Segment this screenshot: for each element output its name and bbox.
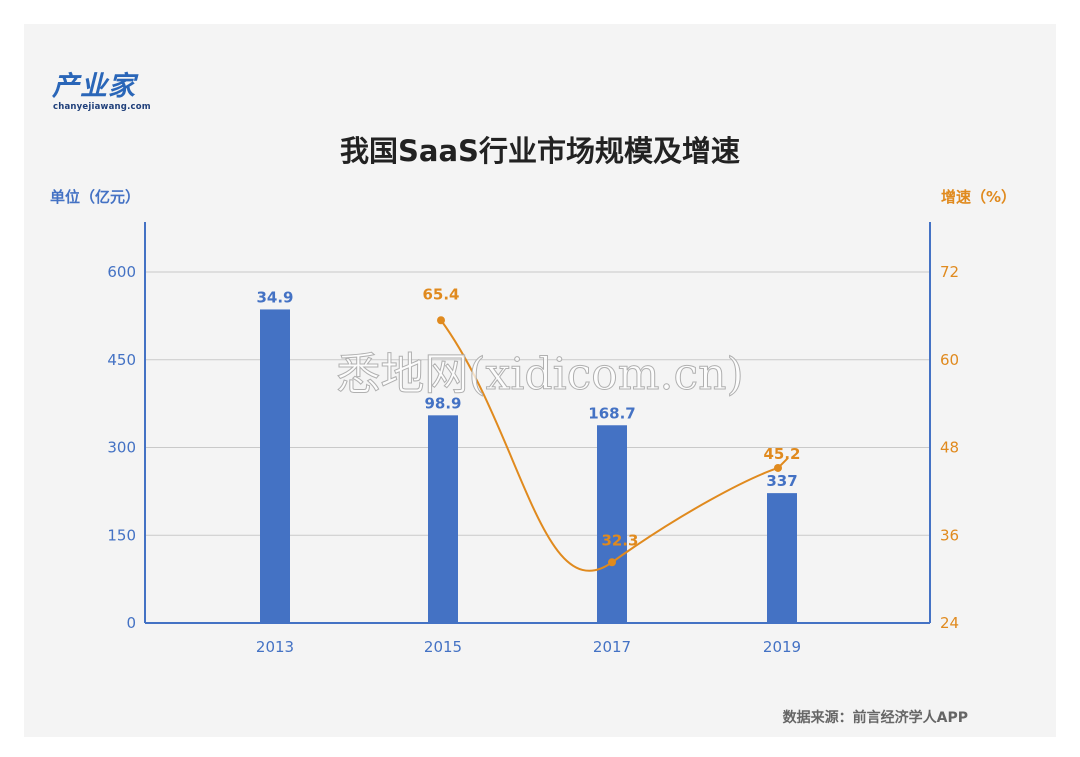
axes: 0 24 150 36 300 48 450 60 600 72 2013 2015 2017 2019 (107, 222, 959, 656)
right-tick-label: 48 (940, 439, 959, 457)
growth-value-label: 65.4 (422, 285, 459, 303)
x-tick-label: 2019 (763, 638, 801, 656)
right-axis-unit: 增速（%） (940, 188, 1016, 206)
bar-series (260, 309, 797, 623)
left-tick-label: 300 (107, 439, 136, 457)
bar-value-label: 98.9 (424, 394, 461, 412)
right-tick-label: 24 (940, 614, 959, 632)
logo-wordmark: 产业家 (52, 71, 136, 102)
line-series (437, 316, 789, 572)
growth-point (608, 558, 616, 567)
watermark: 悉地网(xidicom.cn) (336, 349, 744, 401)
bar (260, 309, 290, 623)
growth-value-label: 32.3 (601, 531, 638, 549)
bar-value-label: 337 (766, 472, 797, 490)
data-labels: 34.9 98.9 168.7 337 65.4 32.3 45.2 (256, 285, 800, 549)
bar (597, 425, 627, 623)
x-tick-label: 2017 (593, 638, 631, 656)
source-note: 数据来源：前言经济学人APP (782, 710, 968, 726)
left-tick-label: 0 (126, 614, 136, 632)
x-tick-label: 2013 (256, 638, 294, 656)
x-tick-label: 2015 (424, 638, 462, 656)
growth-line (440, 319, 789, 572)
chart-title: 我国SaaS行业市场规模及增速 (340, 134, 740, 168)
growth-point (437, 316, 445, 325)
right-tick-label: 36 (940, 526, 959, 544)
bar (428, 415, 458, 623)
chart-panel (24, 24, 1056, 737)
left-tick-label: 450 (107, 351, 136, 369)
bar-value-label: 34.9 (256, 288, 293, 306)
logo-url: chanyejiawang.com (53, 102, 151, 112)
left-tick-label: 600 (107, 263, 136, 281)
brand-logo: 产业家 chanyejiawang.com (52, 71, 182, 113)
left-tick-label: 150 (107, 526, 136, 544)
growth-value-label: 45.2 (763, 445, 800, 463)
right-tick-label: 60 (940, 351, 959, 369)
bar-value-label: 168.7 (588, 404, 635, 422)
right-tick-label: 72 (940, 263, 959, 281)
bar (767, 493, 797, 623)
left-axis-unit: 单位（亿元） (50, 188, 141, 206)
growth-point (774, 463, 782, 472)
